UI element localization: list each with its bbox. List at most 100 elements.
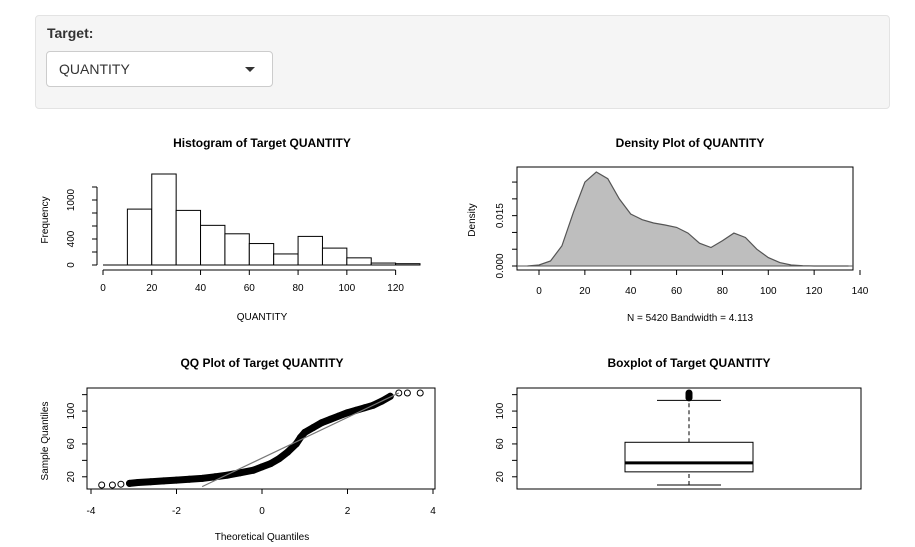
x-tick-label: 120 — [806, 286, 823, 297]
plot-frame — [516, 387, 862, 490]
y-tick-label: 400 — [66, 230, 77, 247]
qq-point — [395, 389, 403, 397]
y-tick-label: 60 — [495, 438, 506, 450]
qq-point — [258, 463, 266, 471]
y-axis-label: Frequency — [40, 196, 51, 243]
qq-point — [275, 455, 283, 463]
chart-title: Histogram of Target QUANTITY — [173, 136, 351, 150]
plot-frame — [516, 166, 854, 271]
qq-point — [98, 481, 106, 489]
qq-point — [160, 477, 168, 485]
histogram-bar — [200, 224, 226, 266]
x-tick-label: -4 — [87, 506, 96, 517]
qq-point — [126, 479, 133, 487]
x-tick-label: 140 — [852, 286, 869, 297]
histogram-bar — [224, 233, 250, 266]
x-tick-label: 20 — [579, 286, 591, 297]
qq-point — [108, 481, 116, 489]
target-select-value: QUANTITY — [59, 61, 130, 77]
chart-title: QQ Plot of Target QUANTITY — [180, 356, 343, 370]
histogram-bar — [175, 209, 202, 266]
histogram-bar — [126, 208, 153, 266]
x-tick-label: 20 — [146, 283, 158, 294]
qq-reference-line — [201, 392, 400, 488]
x-tick-label: 100 — [760, 286, 777, 297]
y-tick-label: 20 — [66, 471, 77, 483]
histogram-plot: Histogram of Target QUANTITY 0 20 40 60 80 100… — [40, 136, 421, 323]
y-tick-label: 100 — [495, 402, 506, 419]
qq-point — [249, 466, 257, 474]
x-tick-label: 60 — [671, 286, 683, 297]
iqr-box — [624, 441, 754, 473]
histogram-bar — [346, 257, 372, 266]
qq-point — [185, 475, 193, 483]
boxplot: Boxplot of Target QUANTITY 20 60 100 — [495, 356, 862, 490]
chart-title: Boxplot of Target QUANTITY — [607, 356, 770, 370]
x-tick-label: 0 — [100, 283, 106, 294]
density-plot: Density Plot of QUANTITY 0 20 40 60 80 100 120 1… — [467, 136, 869, 324]
qq-point — [267, 460, 275, 468]
histogram-bar — [151, 173, 177, 266]
chart-title: Density Plot of QUANTITY — [616, 136, 765, 150]
qq-point — [378, 397, 386, 405]
qq-point — [301, 428, 309, 436]
target-select[interactable]: QUANTITY — [46, 51, 273, 87]
qq-point — [224, 471, 232, 479]
x-tick-label: 2 — [345, 506, 351, 517]
x-tick-label: 40 — [195, 283, 207, 294]
input-panel: Target: QUANTITY — [35, 15, 890, 109]
qq-point — [134, 479, 142, 486]
x-tick-label: -2 — [172, 506, 181, 517]
qq-point — [211, 473, 219, 481]
qq-point — [198, 474, 206, 482]
histogram-bar — [248, 243, 275, 266]
qq-point — [335, 412, 343, 420]
y-tick-label: 20 — [495, 471, 506, 483]
outlier-point — [685, 389, 693, 397]
qq-point — [237, 469, 245, 477]
x-axis-label: QUANTITY — [237, 312, 288, 323]
density-area — [527, 172, 849, 266]
x-tick-label: 4 — [430, 506, 436, 517]
histogram-bar — [297, 235, 323, 266]
y-tick-label: 100 — [66, 402, 77, 419]
y-tick-label: 1000 — [66, 188, 77, 211]
plot-frame — [86, 387, 436, 490]
qq-point — [369, 401, 377, 409]
caret-down-icon — [245, 67, 255, 72]
y-axis-label: Density — [467, 203, 478, 236]
qq-point — [173, 476, 180, 484]
qq-point — [403, 389, 411, 397]
qq-point — [309, 424, 317, 431]
qq-point — [386, 392, 394, 400]
x-tick-label: 40 — [625, 286, 637, 297]
y-axis-label: Sample Quantiles — [40, 402, 51, 481]
qq-point — [284, 448, 292, 456]
qq-point — [416, 389, 424, 397]
y-tick-label: 0 — [66, 262, 77, 268]
x-tick-label: 0 — [536, 286, 542, 297]
qq-plot: QQ Plot of Target QUANTITY -4 -2 0 2 4 20 60 100… — [40, 356, 436, 543]
x-tick-label: 80 — [293, 283, 305, 294]
y-tick-label: 60 — [66, 438, 77, 450]
histogram-bar — [321, 247, 348, 266]
qq-point — [117, 480, 125, 488]
qq-point — [344, 409, 351, 417]
x-tick-label: 100 — [339, 283, 356, 294]
x-tick-label: 80 — [717, 286, 729, 297]
qq-point — [326, 415, 334, 423]
target-label: Target: — [47, 25, 94, 41]
qq-point — [318, 419, 326, 427]
histogram-bar — [273, 253, 299, 266]
qq-point — [147, 478, 155, 486]
x-tick-label: 60 — [244, 283, 256, 294]
qq-point-cluster — [126, 392, 394, 487]
x-axis-label: Theoretical Quantiles — [215, 532, 310, 543]
density-line — [527, 171, 849, 267]
x-axis-label: N = 5420 Bandwidth = 4.113 — [627, 313, 753, 324]
y-tick-label: 0.000 — [495, 253, 506, 278]
y-tick-label: 0.015 — [495, 203, 506, 228]
x-tick-label: 0 — [259, 506, 265, 517]
x-tick-label: 120 — [387, 283, 404, 294]
